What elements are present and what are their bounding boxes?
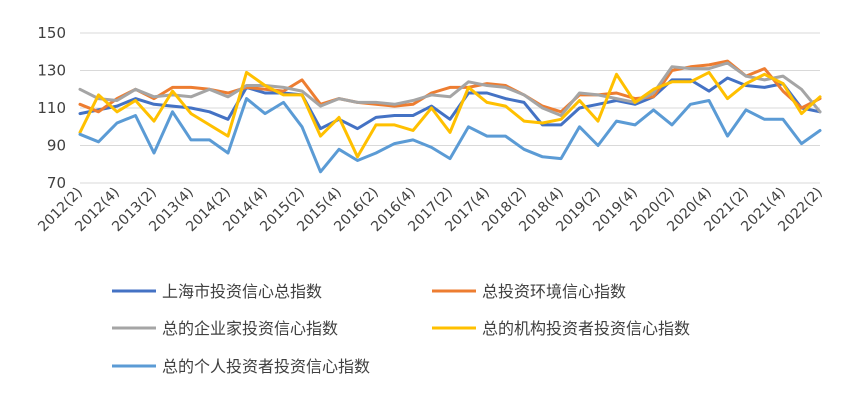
- series-line-2: [78, 59, 822, 114]
- y-tick-label: 130: [37, 62, 66, 80]
- y-axis: 70 90 110 130 150: [37, 24, 66, 192]
- series-line-4: [78, 70, 822, 159]
- series: [78, 59, 822, 174]
- series-line-3: [78, 61, 822, 117]
- legend-item: 总的个人投资者投资信心指数: [112, 357, 370, 376]
- legend-label: 总的企业家投资信心指数: [162, 319, 338, 338]
- legend-label: 总投资环境信心指数: [482, 282, 626, 301]
- series-line-1: [78, 76, 822, 131]
- y-tick-label: 150: [37, 24, 66, 42]
- legend-label: 总的个人投资者投资信心指数: [162, 357, 370, 376]
- legend-item: 总的企业家投资信心指数: [112, 319, 338, 338]
- legend-item: 上海市投资信心总指数: [112, 282, 322, 301]
- legend-label: 上海市投资信心总指数: [162, 282, 322, 301]
- legend-item: 总投资环境信心指数: [432, 282, 626, 301]
- y-tick-label: 70: [47, 174, 66, 192]
- legend-label: 总的机构投资者投资信心指数: [482, 319, 690, 338]
- y-tick-label: 90: [47, 137, 66, 155]
- grid: [80, 32, 820, 184]
- legend-item: 总的机构投资者投资信心指数: [432, 319, 690, 338]
- y-tick-label: 110: [37, 99, 66, 117]
- series-line-5: [78, 97, 822, 174]
- x-axis: 2012(2)2012(4)2013(2)2013(4)2014(2)2014(…: [35, 185, 826, 236]
